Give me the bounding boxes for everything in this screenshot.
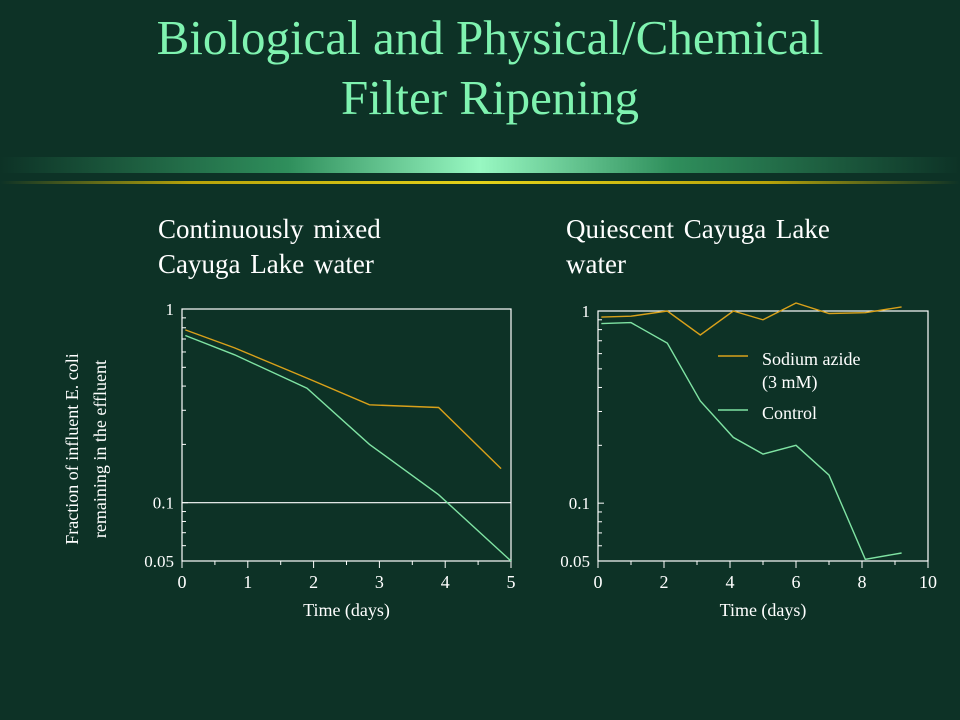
legend-label-0-line2: (3 mM) (762, 372, 818, 393)
right-chart-y-tick-label: 0.05 (560, 552, 590, 571)
legend-label-1-line1: Control (762, 403, 817, 423)
right-chart-x-tick-label: 6 (792, 572, 801, 592)
left-chart-x-tick-label: 1 (243, 572, 252, 592)
left-chart-x-tick-label: 4 (441, 572, 450, 592)
right-chart-x-axis-label: Time (days) (720, 600, 807, 621)
left-chart-y-tick-label: 0.1 (153, 494, 174, 513)
left-chart-title: Continuously mixed Cayuga Lake water (158, 212, 381, 282)
slide-title: Biological and Physical/Chemical Filter … (0, 8, 960, 128)
left-chart-y-tick-label: 0.05 (144, 552, 174, 571)
left-chart-title-line1: Continuously mixed (158, 214, 381, 244)
title-divider-line (0, 181, 960, 184)
right-chart-series-1-line (601, 321, 902, 561)
right-chart-title-line2: water (566, 249, 626, 279)
right-chart-series-0-line (601, 302, 902, 336)
right-chart: 1 0.1 0.050 2 4 6 8 10 Time (days) Sodium azide (3… (560, 302, 937, 621)
right-chart-y-tick-label: 1 (582, 302, 591, 321)
left-chart: 1 0.1 0.050 1 2 3 4 5 Time (days) Fraction of inf… (62, 300, 516, 621)
right-chart-x-tick-label: 8 (858, 572, 867, 592)
right-chart-x-tick-label: 2 (660, 572, 669, 592)
slide-title-line1: Biological and Physical/Chemical (156, 10, 824, 65)
left-chart-y-tick-label: 1 (166, 300, 175, 319)
title-divider-bar (0, 157, 960, 173)
left-chart-x-tick-label: 3 (375, 572, 384, 592)
left-chart-y-axis-label-line2: remaining in the effluent (90, 360, 110, 538)
right-chart-title-line1: Quiescent Cayuga Lake (566, 214, 830, 244)
left-chart-x-tick-label: 0 (178, 572, 187, 592)
right-chart-title: Quiescent Cayuga Lake water (566, 212, 830, 282)
right-chart-y-tick-label: 0.1 (569, 494, 590, 513)
right-chart-x-tick-label: 0 (594, 572, 603, 592)
slide-title-line2: Filter Ripening (340, 70, 640, 125)
left-chart-x-tick-label: 2 (309, 572, 318, 592)
left-chart-x-axis-label: Time (days) (303, 600, 390, 621)
left-chart-series-0-line (185, 329, 502, 470)
left-chart-y-axis-label: Fraction of influent E. coli remaining in… (62, 353, 110, 544)
left-chart-series-1-line (185, 334, 512, 562)
legend-label-0-line1: Sodium azide (762, 349, 860, 369)
left-chart-y-axis-label-line1: Fraction of influent E. coli (62, 353, 82, 544)
right-chart-x-tick-label: 10 (919, 572, 937, 592)
left-chart-x-tick-label: 5 (507, 572, 516, 592)
left-chart-title-line2: Cayuga Lake water (158, 249, 374, 279)
right-chart-x-tick-label: 4 (726, 572, 735, 592)
